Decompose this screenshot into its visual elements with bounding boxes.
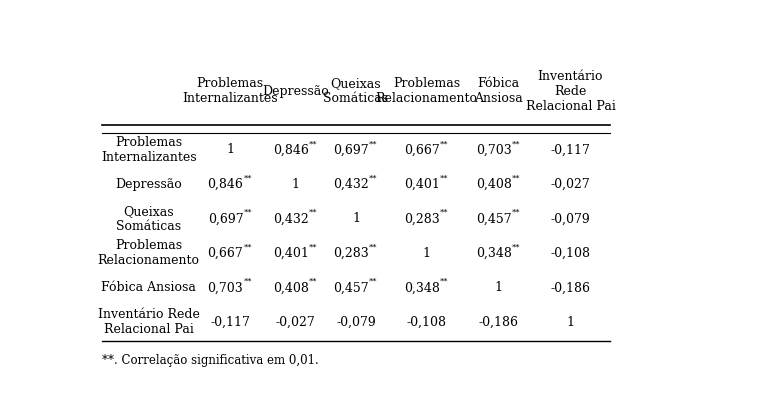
Text: 0,667: 0,667 bbox=[207, 247, 244, 260]
Text: **: ** bbox=[512, 244, 520, 252]
Text: **: ** bbox=[308, 278, 317, 286]
Text: **: ** bbox=[512, 174, 520, 182]
Text: 0,697: 0,697 bbox=[333, 144, 369, 156]
Text: **: ** bbox=[369, 174, 378, 182]
Text: -0,108: -0,108 bbox=[406, 316, 446, 329]
Text: 0,697: 0,697 bbox=[207, 212, 244, 226]
Text: **: ** bbox=[369, 244, 378, 252]
Text: 0,703: 0,703 bbox=[207, 282, 244, 294]
Text: -0,079: -0,079 bbox=[550, 212, 591, 226]
Text: 0,432: 0,432 bbox=[273, 212, 308, 226]
Text: -0,186: -0,186 bbox=[550, 282, 591, 294]
Text: 1: 1 bbox=[226, 144, 234, 156]
Text: **: ** bbox=[308, 140, 317, 148]
Text: Queixas
Somáticas: Queixas Somáticas bbox=[116, 205, 181, 233]
Text: **: ** bbox=[439, 278, 448, 286]
Text: 0,457: 0,457 bbox=[333, 282, 369, 294]
Text: 0,703: 0,703 bbox=[476, 144, 512, 156]
Text: 1: 1 bbox=[291, 178, 299, 191]
Text: Problemas
Relacionamento: Problemas Relacionamento bbox=[98, 240, 200, 268]
Text: -0,027: -0,027 bbox=[275, 316, 315, 329]
Text: 0,401: 0,401 bbox=[273, 247, 308, 260]
Text: 0,667: 0,667 bbox=[404, 144, 439, 156]
Text: **: ** bbox=[308, 244, 317, 252]
Text: 0,846: 0,846 bbox=[273, 144, 308, 156]
Text: **. Correlação significativa em 0,01.: **. Correlação significativa em 0,01. bbox=[103, 354, 319, 366]
Text: Problemas
Internalizantes: Problemas Internalizantes bbox=[101, 136, 197, 164]
Text: -0,186: -0,186 bbox=[479, 316, 519, 329]
Text: **: ** bbox=[244, 209, 252, 217]
Text: 1: 1 bbox=[494, 282, 503, 294]
Text: 1: 1 bbox=[352, 212, 360, 226]
Text: Queixas
Somáticas: Queixas Somáticas bbox=[324, 77, 389, 105]
Text: 1: 1 bbox=[423, 247, 430, 260]
Text: **: ** bbox=[244, 244, 252, 252]
Text: Fóbica
Ansiosa: Fóbica Ansiosa bbox=[474, 77, 523, 105]
Text: **: ** bbox=[244, 278, 252, 286]
Text: Depressão: Depressão bbox=[262, 85, 328, 98]
Text: 0,432: 0,432 bbox=[333, 178, 369, 191]
Text: 0,348: 0,348 bbox=[404, 282, 439, 294]
Text: **: ** bbox=[244, 174, 252, 182]
Text: 1: 1 bbox=[567, 316, 574, 329]
Text: **: ** bbox=[369, 140, 378, 148]
Text: 0,283: 0,283 bbox=[404, 212, 439, 226]
Text: **: ** bbox=[308, 209, 317, 217]
Text: -0,079: -0,079 bbox=[336, 316, 376, 329]
Text: Inventário
Rede
Relacional Pai: Inventário Rede Relacional Pai bbox=[526, 70, 615, 113]
Text: Problemas
Internalizantes: Problemas Internalizantes bbox=[183, 77, 278, 105]
Text: Inventário Rede
Relacional Pai: Inventário Rede Relacional Pai bbox=[98, 308, 200, 336]
Text: **: ** bbox=[369, 278, 378, 286]
Text: 0,283: 0,283 bbox=[333, 247, 369, 260]
Text: Problemas
Relacionamento: Problemas Relacionamento bbox=[375, 77, 477, 105]
Text: **: ** bbox=[439, 140, 448, 148]
Text: **: ** bbox=[512, 209, 520, 217]
Text: **: ** bbox=[512, 140, 520, 148]
Text: **: ** bbox=[439, 174, 448, 182]
Text: -0,027: -0,027 bbox=[550, 178, 591, 191]
Text: **: ** bbox=[439, 209, 448, 217]
Text: 0,408: 0,408 bbox=[476, 178, 512, 191]
Text: 0,457: 0,457 bbox=[476, 212, 511, 226]
Text: 0,401: 0,401 bbox=[404, 178, 439, 191]
Text: Depressão: Depressão bbox=[116, 178, 182, 191]
Text: -0,108: -0,108 bbox=[550, 247, 591, 260]
Text: 0,348: 0,348 bbox=[476, 247, 512, 260]
Text: -0,117: -0,117 bbox=[210, 316, 250, 329]
Text: -0,117: -0,117 bbox=[550, 144, 591, 156]
Text: 0,408: 0,408 bbox=[273, 282, 308, 294]
Text: 0,846: 0,846 bbox=[207, 178, 244, 191]
Text: Fóbica Ansiosa: Fóbica Ansiosa bbox=[101, 282, 196, 294]
